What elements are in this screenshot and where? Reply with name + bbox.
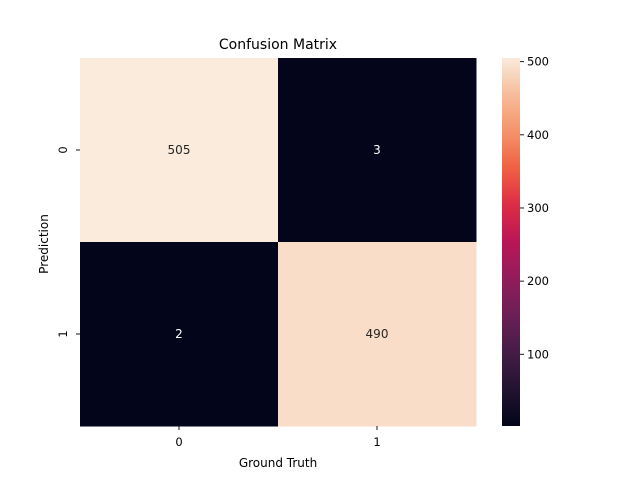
- heatmap-cell-r1-c0: [80, 242, 279, 427]
- colorbar-tick-label-2: 300: [527, 201, 549, 215]
- cell-annotation-r1-c0: 2: [175, 327, 183, 341]
- colorbar-tick-label-4: 500: [527, 55, 549, 69]
- heatmap-cell-r1-c1: [278, 242, 477, 427]
- heatmap-cell-r0-c0: [80, 58, 279, 243]
- y-tick-label-1: 1: [56, 330, 70, 337]
- colorbar: [502, 58, 520, 426]
- cell-annotations: 505 3 2 490: [168, 143, 389, 341]
- cell-annotation-r1-c1: 490: [366, 327, 389, 341]
- heatmap-cell-r0-c1: [278, 58, 477, 243]
- cell-annotation-r0-c1: 3: [373, 143, 381, 157]
- colorbar-tick-label-0: 100: [527, 347, 549, 361]
- colorbar-tick-label-3: 400: [527, 128, 549, 142]
- x-axis-label: Ground Truth: [239, 456, 317, 470]
- colorbar-ticks: 100 200 300 400 500: [520, 55, 549, 361]
- y-axis-ticks: 01: [56, 146, 80, 338]
- x-tick-label-0: 0: [175, 435, 182, 449]
- cell-annotation-r0-c0: 505: [168, 143, 191, 157]
- y-tick-label-0: 0: [56, 146, 70, 153]
- chart-title: Confusion Matrix: [219, 37, 337, 53]
- x-tick-label-1: 1: [373, 435, 380, 449]
- colorbar-tick-label-1: 200: [527, 274, 549, 288]
- heatmap-cells: [80, 58, 477, 427]
- y-axis-label: Prediction: [37, 214, 51, 274]
